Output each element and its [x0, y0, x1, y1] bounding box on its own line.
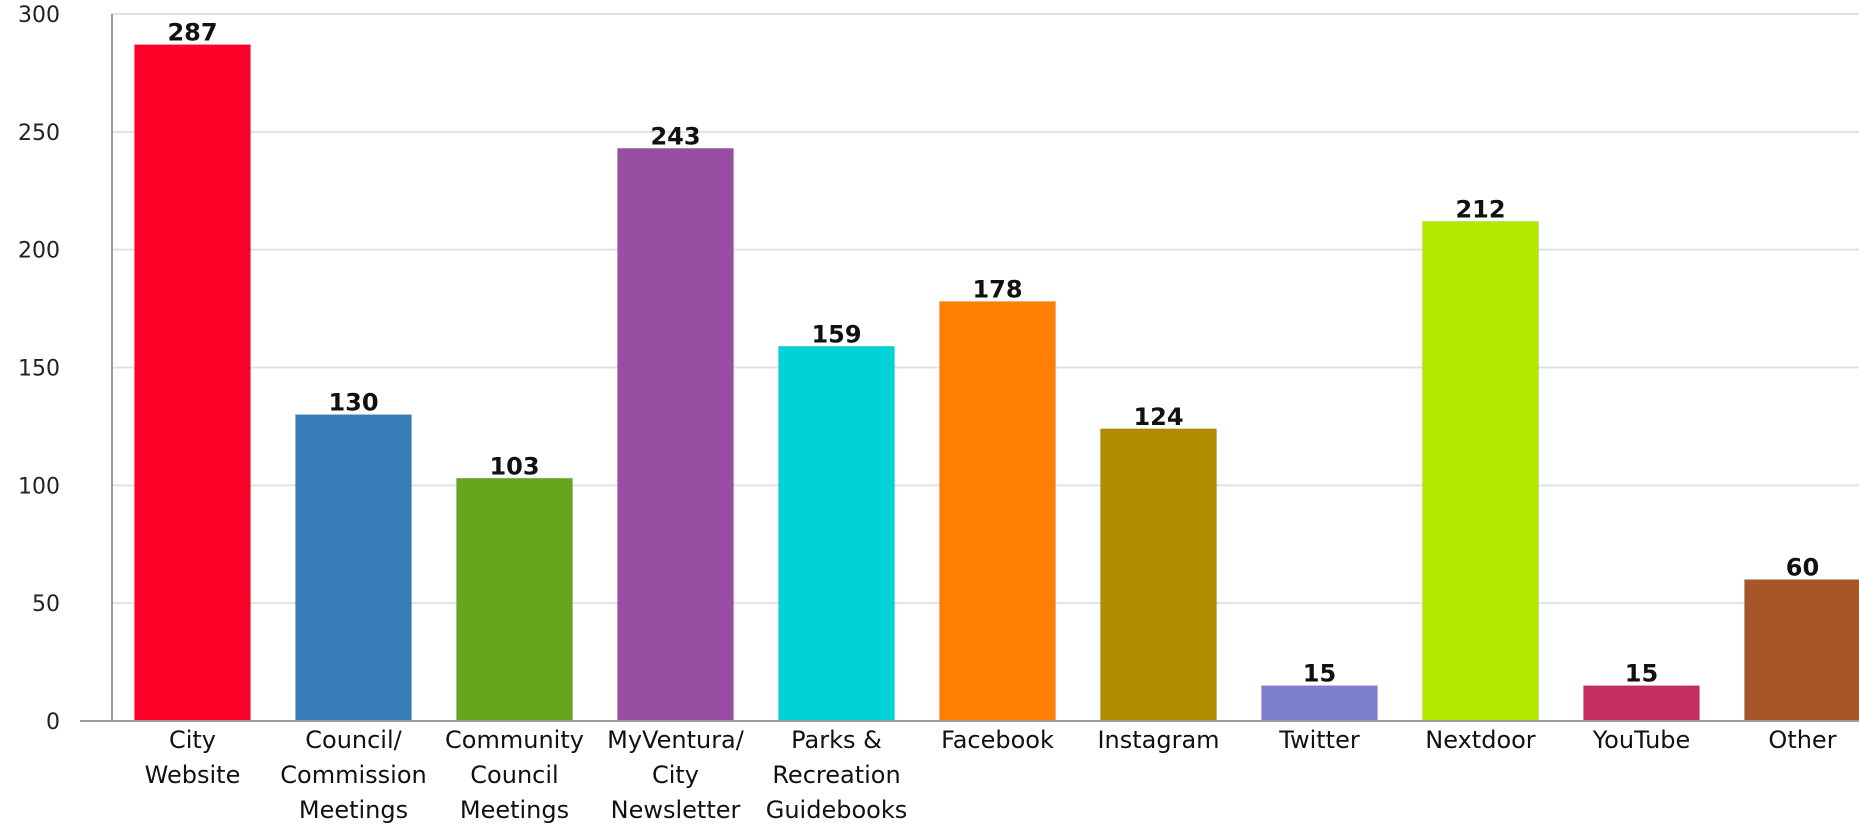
y-tick-label: 0 [46, 710, 60, 735]
category-label-line: MyVentura/ [607, 726, 745, 754]
category-label-line: City [652, 761, 699, 789]
y-axis-tick-labels: 0 50 100 150 200 250 300 [18, 3, 60, 735]
category-label-line: Recreation [772, 761, 900, 789]
category-label-line: Instagram [1097, 726, 1219, 754]
y-tick-label: 200 [18, 239, 60, 264]
y-tick-label: 100 [18, 474, 60, 499]
data-label: 15 [1625, 660, 1658, 688]
category-label-line: Website [145, 761, 241, 789]
category-label-line: Other [1768, 726, 1836, 754]
category-label-line: Twitter [1278, 726, 1360, 754]
category-label: YouTube [1592, 726, 1691, 754]
category-label: Parks & Recreation Guidebooks [766, 726, 907, 824]
category-label-line: YouTube [1592, 726, 1691, 754]
data-label: 103 [489, 452, 539, 480]
data-label: 243 [650, 122, 700, 150]
category-label-line: Meetings [299, 796, 408, 824]
category-label: Community Council Meetings [445, 726, 584, 824]
data-label: 287 [167, 19, 217, 47]
category-label-line: Facebook [941, 726, 1054, 754]
data-label: 130 [328, 389, 378, 417]
category-label-line: City [169, 726, 216, 754]
category-label: City Website [145, 726, 241, 789]
bar [135, 45, 251, 721]
bar [1101, 429, 1217, 721]
category-label: Other [1768, 726, 1836, 754]
category-label-line: Community [445, 726, 584, 754]
data-label: 60 [1786, 554, 1819, 582]
category-label: Twitter [1278, 726, 1360, 754]
bar [1262, 686, 1378, 721]
bars [135, 45, 1859, 721]
data-label: 124 [1133, 403, 1183, 431]
category-label-line: Meetings [460, 796, 569, 824]
bar [940, 302, 1056, 721]
category-label: Nextdoor [1425, 726, 1536, 754]
y-tick-label: 300 [18, 3, 60, 28]
category-label: MyVentura/City Newsletter [607, 726, 745, 824]
data-label: 159 [811, 320, 861, 348]
bar [618, 148, 734, 721]
y-tick-label: 250 [18, 121, 60, 146]
category-label: Instagram [1097, 726, 1219, 754]
category-label-line: Newsletter [611, 796, 741, 824]
category-label-line: Parks & [791, 726, 882, 754]
data-label: 15 [1303, 660, 1336, 688]
bar [296, 415, 412, 721]
bar [1584, 686, 1700, 721]
category-label-line: Commission [280, 761, 426, 789]
category-label-line: Nextdoor [1425, 726, 1536, 754]
category-label-line: Council/ [305, 726, 402, 754]
y-tick-label: 50 [32, 592, 60, 617]
bar [1423, 221, 1539, 721]
category-label-line: Council [470, 761, 558, 789]
y-tick-label: 150 [18, 357, 60, 382]
category-label: Facebook [941, 726, 1054, 754]
bar [457, 478, 573, 721]
data-label: 212 [1455, 195, 1505, 223]
category-label: Council/Commission Meetings [280, 726, 426, 824]
category-label-line: Guidebooks [766, 796, 907, 824]
bar [1745, 580, 1859, 721]
data-label: 178 [972, 276, 1022, 304]
bar [779, 346, 895, 721]
